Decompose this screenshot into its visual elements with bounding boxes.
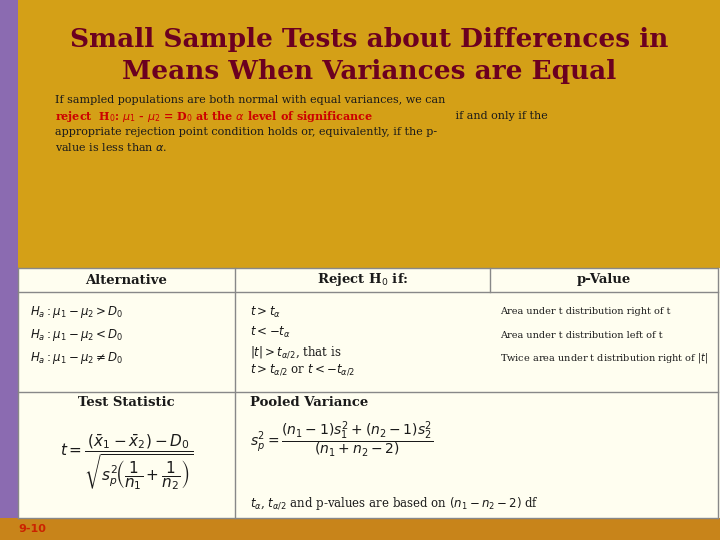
Text: value is less than $\alpha$.: value is less than $\alpha$. [55, 141, 168, 153]
Text: $t > t_{\alpha/2}$ or $t < -t_{\alpha/2}$: $t > t_{\alpha/2}$ or $t < -t_{\alpha/2}… [250, 363, 355, 377]
Text: p-Value: p-Value [577, 273, 631, 287]
Text: Means When Variances are Equal: Means When Variances are Equal [122, 59, 616, 84]
Text: If sampled populations are both normal with equal variances, we can: If sampled populations are both normal w… [55, 95, 446, 105]
Text: appropriate rejection point condition holds or, equivalently, if the p-: appropriate rejection point condition ho… [55, 127, 437, 137]
Text: Alternative: Alternative [86, 273, 168, 287]
Text: if and only if the: if and only if the [452, 111, 548, 121]
Text: 9-10: 9-10 [18, 524, 46, 534]
Text: Pooled Variance: Pooled Variance [250, 395, 368, 408]
Text: $H_a : \mu_1 - \mu_2 \neq D_0$: $H_a : \mu_1 - \mu_2 \neq D_0$ [30, 350, 123, 366]
Text: $s_p^2 = \dfrac{(n_1 - 1)s_1^2 + (n_2 - 1)s_2^2}{(n_1 + n_2 - 2)}$: $s_p^2 = \dfrac{(n_1 - 1)s_1^2 + (n_2 - … [250, 420, 433, 460]
Text: $t < -t_\alpha$: $t < -t_\alpha$ [250, 325, 291, 340]
Text: Test Statistic: Test Statistic [78, 395, 175, 408]
Text: $t > t_\alpha$: $t > t_\alpha$ [250, 305, 281, 320]
Text: $t_\alpha$, $t_{\alpha/2}$ and p-values are based on $(n_1 - n_2 - 2)$ df: $t_\alpha$, $t_{\alpha/2}$ and p-values … [250, 496, 539, 512]
Text: Small Sample Tests about Differences in: Small Sample Tests about Differences in [70, 28, 668, 52]
Text: Area under t distribution right of t: Area under t distribution right of t [500, 307, 670, 316]
Text: $H_a : \mu_1 - \mu_2 < D_0$: $H_a : \mu_1 - \mu_2 < D_0$ [30, 327, 123, 343]
Bar [0, 518, 720, 540]
Text: Area under t distribution left of t: Area under t distribution left of t [500, 330, 662, 340]
Text: $|t| > t_{\alpha/2}$, that is: $|t| > t_{\alpha/2}$, that is [250, 344, 341, 360]
Text: $H_a : \mu_1 - \mu_2 > D_0$: $H_a : \mu_1 - \mu_2 > D_0$ [30, 304, 123, 320]
Bar [0, 0, 18, 540]
Text: Reject H$_0$ if:: Reject H$_0$ if: [317, 272, 408, 288]
Text: $t = \dfrac{(\bar{x}_1 - \bar{x}_2) - D_0}{\sqrt{s_p^2\!\left(\dfrac{1}{n_1} + \: $t = \dfrac{(\bar{x}_1 - \bar{x}_2) - D_… [60, 432, 193, 492]
Bar [18, 268, 720, 518]
Text: Twice area under t distribution right of $|t|$: Twice area under t distribution right of… [500, 351, 708, 365]
Text: reject  H$_0$: $\mu_1$ - $\mu_2$ = D$_0$ at the $\alpha$ level of significance: reject H$_0$: $\mu_1$ - $\mu_2$ = D$_0$ … [55, 109, 373, 124]
